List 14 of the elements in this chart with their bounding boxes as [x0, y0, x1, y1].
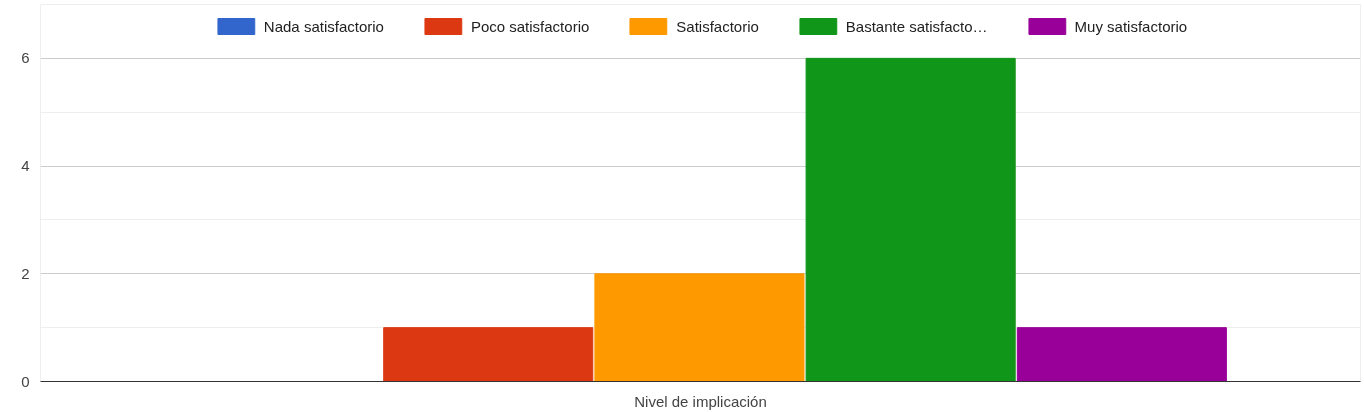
legend-label: Poco satisfactorio [470, 17, 590, 35]
bar [383, 327, 594, 382]
bar [805, 57, 1016, 382]
x-tick-label: Nivel de implicación [634, 392, 767, 410]
bar [1016, 327, 1227, 382]
legend-label: Satisfactorio [676, 17, 759, 35]
y-tick-label: 0 [21, 372, 30, 390]
legend-label: Bastante satisfacto… [845, 17, 988, 35]
y-tick-label: 4 [21, 157, 30, 175]
y-tick-label: 6 [21, 49, 30, 67]
y-tick-label: 2 [21, 264, 30, 282]
legend-label: Muy satisfactorio [1074, 17, 1188, 35]
legend-label: Nada satisfactorio [263, 17, 384, 35]
bar [594, 273, 805, 382]
